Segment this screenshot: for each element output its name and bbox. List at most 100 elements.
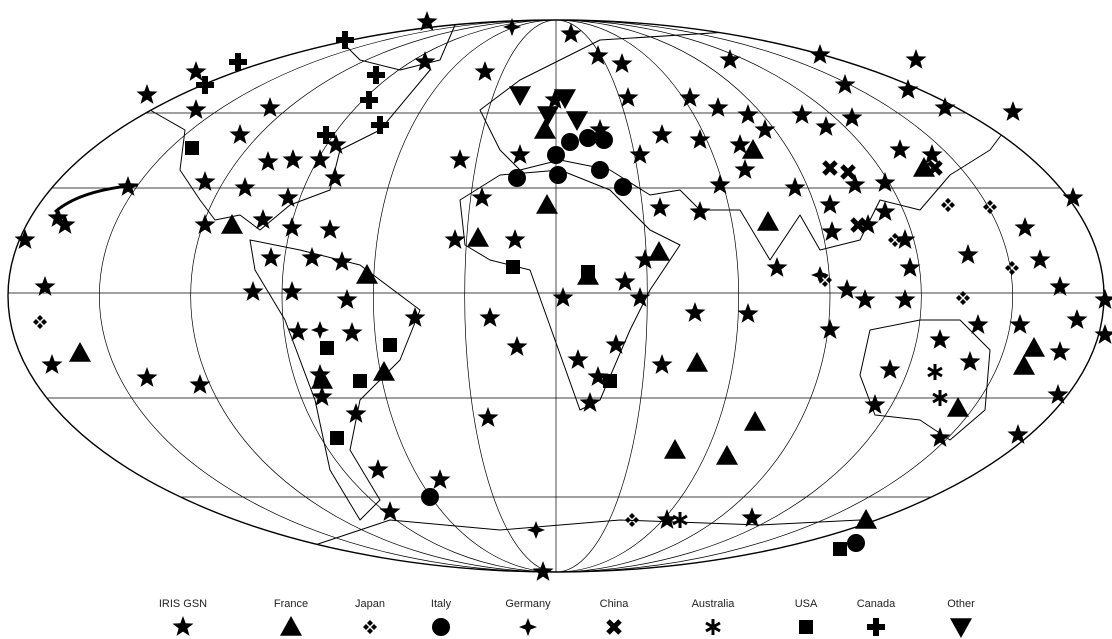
station-symbol <box>311 386 333 406</box>
symbol-shape <box>967 314 989 334</box>
station-symbol <box>737 303 759 323</box>
station-symbol <box>651 124 673 144</box>
station-symbol <box>189 374 211 394</box>
station-symbol <box>932 390 948 406</box>
station-symbol <box>383 338 397 352</box>
station-symbol <box>185 99 207 119</box>
symbol-shape <box>259 97 281 117</box>
station-symbol <box>959 351 981 371</box>
symbol-shape <box>311 321 329 339</box>
symbol-shape <box>949 202 955 208</box>
symbol-shape <box>684 302 706 322</box>
symbol-shape <box>567 349 589 369</box>
symbol-shape <box>633 517 639 523</box>
station-symbol <box>1007 424 1029 444</box>
symbol-shape <box>729 134 751 154</box>
symbol-shape <box>894 289 916 309</box>
symbol-shape <box>341 322 363 342</box>
symbol-shape <box>957 244 979 264</box>
symbol-shape <box>987 200 993 206</box>
symbol-shape <box>367 628 373 634</box>
symbol-shape <box>1029 249 1051 269</box>
station-symbol <box>252 209 274 229</box>
station-symbol <box>614 271 636 291</box>
symbol-shape <box>277 187 299 207</box>
symbol-shape <box>934 97 956 117</box>
symbol-shape <box>534 119 556 139</box>
station-symbol <box>709 174 731 194</box>
symbol-shape <box>819 319 841 339</box>
symbol-shape <box>311 369 333 389</box>
symbol-shape <box>649 197 671 217</box>
station-symbol <box>1049 276 1071 296</box>
station-symbol <box>54 214 76 234</box>
station-symbol <box>857 214 879 234</box>
symbol-shape <box>791 104 813 124</box>
station-symbol <box>894 289 916 309</box>
symbol-shape <box>449 149 471 169</box>
station-symbol <box>605 334 627 354</box>
station-symbol <box>889 139 911 159</box>
symbol-shape <box>605 334 627 354</box>
symbol-shape <box>1062 187 1084 207</box>
symbol-shape <box>509 144 531 164</box>
legend-item: France <box>274 598 308 636</box>
station-symbol <box>651 354 673 374</box>
station-symbol <box>319 219 341 239</box>
symbol-shape <box>519 618 537 636</box>
station-symbol <box>560 23 582 43</box>
symbol-shape <box>185 61 207 81</box>
symbol-shape <box>847 534 865 552</box>
symbol-shape <box>1023 337 1045 357</box>
symbol-shape <box>367 66 385 84</box>
station-symbol <box>353 374 367 388</box>
station-symbol <box>625 513 639 527</box>
station-symbol <box>950 618 972 638</box>
symbol-shape <box>229 124 251 144</box>
symbol-shape <box>634 249 656 269</box>
station-symbol <box>330 431 344 445</box>
symbol-shape <box>356 264 378 284</box>
symbol-shape <box>503 18 521 36</box>
station-symbol <box>536 194 558 214</box>
symbol-shape <box>319 219 341 239</box>
station-symbol <box>311 321 329 339</box>
station-symbol <box>629 144 651 164</box>
symbol-shape <box>844 174 866 194</box>
symbol-shape <box>547 146 565 164</box>
symbol-shape <box>581 265 595 279</box>
symbol-shape <box>549 166 567 184</box>
station-symbol <box>311 369 333 389</box>
station-symbol <box>815 116 837 136</box>
station-symbol <box>934 97 956 117</box>
symbol-shape <box>282 149 304 169</box>
symbol-shape <box>991 204 997 210</box>
station-symbol <box>679 87 701 107</box>
symbol-shape <box>311 386 333 406</box>
symbol-shape <box>679 87 701 107</box>
symbol-shape <box>363 624 369 630</box>
symbol-shape <box>432 618 450 636</box>
symbol-shape <box>927 364 943 380</box>
station-symbol <box>341 322 363 342</box>
symbol-shape <box>855 509 877 529</box>
legend-item: Germany <box>505 598 551 636</box>
station-symbol <box>634 249 656 269</box>
symbol-shape <box>360 91 378 109</box>
station-symbol <box>185 61 207 81</box>
symbol-shape <box>1049 341 1071 361</box>
station-symbol <box>744 411 766 431</box>
station-symbol <box>519 618 537 636</box>
station-symbol <box>1066 309 1088 329</box>
station-symbol <box>941 198 955 212</box>
station-symbol <box>595 131 613 149</box>
symbol-shape <box>317 126 335 144</box>
station-symbol <box>864 394 886 414</box>
symbol-shape <box>874 172 896 192</box>
station-symbol <box>766 257 788 277</box>
symbol-shape <box>324 167 346 187</box>
symbol-shape <box>41 319 47 325</box>
station-symbol <box>579 392 601 412</box>
station-symbol <box>840 164 856 180</box>
symbol-shape <box>331 251 353 271</box>
